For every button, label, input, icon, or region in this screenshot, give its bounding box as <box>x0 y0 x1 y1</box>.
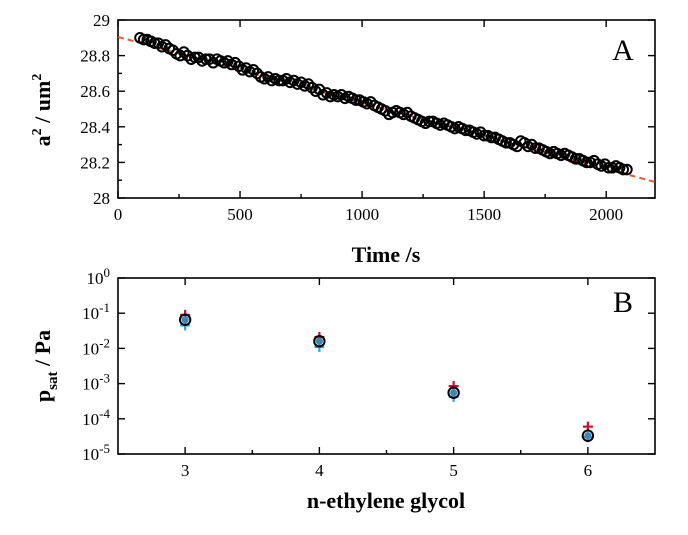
panel-a-x-tick-label: 0 <box>114 205 123 224</box>
panel-a-data-point <box>178 46 190 58</box>
panel-b-x-tick-label: 6 <box>584 461 593 480</box>
panel-a-data-point <box>233 60 245 73</box>
panel-b-filled-circle-marker <box>450 389 458 397</box>
panel-a-data-point <box>174 49 187 62</box>
panel-a-y-tick-label: 28 <box>93 189 110 208</box>
panel-a-data-point <box>500 137 512 149</box>
panel-a-x-tick-label: 500 <box>227 205 253 224</box>
panel-a-label: A <box>612 34 634 67</box>
panel-b-y-axis-title: psat / Pa <box>30 330 61 402</box>
panel-a-x-tick-label: 1000 <box>345 205 379 224</box>
panel-a-data-point <box>222 55 234 67</box>
panel-a-y-tick-label: 28.2 <box>80 153 110 172</box>
panel-b: 3 4 5 6 10-5 10-4 10-3 10-2 10-1 100 B n-ethylen… <box>30 265 656 513</box>
panel-a-data-point <box>602 161 615 174</box>
panel-b-open-circle-marker <box>313 335 326 348</box>
panel-a-data-point <box>588 154 600 167</box>
panel-b-y-tick-label: 10-5 <box>82 441 110 464</box>
panel-a-data-point <box>617 163 630 176</box>
panel-a-data-point <box>207 56 219 69</box>
panel-b-y-tick-label: 10-1 <box>82 300 110 323</box>
panel-a-data-point <box>295 76 307 89</box>
panel-a-data-point <box>580 156 593 169</box>
panel-a-data-point <box>423 115 436 128</box>
panel-a-data-point <box>192 51 205 64</box>
panel-b-filled-circle-marker <box>584 432 592 440</box>
panel-a-data-point <box>306 81 318 94</box>
panel-a-data-point <box>240 62 252 74</box>
panel-a-data-point <box>364 96 377 108</box>
panel-a-data-point <box>460 124 472 137</box>
panel-b-y-tick-label: 10-2 <box>82 335 110 358</box>
panel-a-y-tick-label: 28.6 <box>80 82 110 101</box>
panel-b-open-circle-marker <box>581 429 595 442</box>
panel-a-y-tick-label: 28.4 <box>80 118 110 137</box>
panel-a-x-tick-label: 1500 <box>467 205 501 224</box>
panel-a-data-point <box>137 33 150 46</box>
panel-a-x-tick-label: 2000 <box>589 205 623 224</box>
panel-a-y-tick-label: 28.8 <box>80 47 110 66</box>
panel-a-data-point <box>229 56 241 69</box>
panel-a-data-point <box>569 153 582 165</box>
panel-a-data-point <box>379 104 392 117</box>
panel-a-data-point <box>152 37 165 49</box>
panel-a-data-point <box>287 74 300 87</box>
panel-b-filled-circle-marker <box>315 337 323 345</box>
panel-b-y-tick-label: 10-3 <box>82 371 110 394</box>
panel-b-open-circle-marker <box>447 386 460 399</box>
panel-b-filled-circle-marker <box>181 316 189 324</box>
panel-a-data-point <box>280 72 293 85</box>
panel-b-x-tick-label: 3 <box>181 461 190 480</box>
panel-b-y-tick-label: 10-4 <box>82 406 110 429</box>
panel-a-data-point <box>401 106 414 119</box>
panel-a-data-point <box>485 131 498 144</box>
panel-a-data-point <box>621 163 633 176</box>
panel-a-data-point <box>247 64 260 76</box>
panel-b-x-tick-label: 5 <box>449 461 458 480</box>
panel-b-x-axis-title: n-ethylene glycol <box>307 488 465 513</box>
panel-a-data-point <box>478 129 490 142</box>
panel-a-data-point <box>203 53 216 65</box>
panel-a-data-point <box>518 137 531 149</box>
panel-a-x-axis-title: Time /s <box>352 242 421 267</box>
panel-a-y-tick-label: 29 <box>93 11 110 30</box>
panel-b-label: B <box>613 286 633 319</box>
panel-a-data-point <box>529 142 542 154</box>
panel-b-y-tick-label: 100 <box>87 265 111 288</box>
panel-a-data-point <box>302 78 315 90</box>
panel-a-data-point <box>320 87 333 99</box>
panel-b-x-tick-label: 4 <box>315 461 324 480</box>
panel-b-open-circle-marker <box>178 313 192 326</box>
panel-a-data-point <box>159 39 172 51</box>
panel-a-data-point <box>273 74 285 87</box>
panel-a-y-axis-title: a2 / um2 <box>30 74 55 147</box>
panel-a-data-point <box>262 71 274 83</box>
panel-a-data-point <box>335 88 348 101</box>
panel-a-data-point <box>350 94 362 106</box>
panel-b-plot-frame <box>117 277 656 455</box>
panel-a-data-point <box>167 44 179 57</box>
panel-a-data-point <box>181 49 194 62</box>
panel-a-data-point <box>251 67 263 80</box>
